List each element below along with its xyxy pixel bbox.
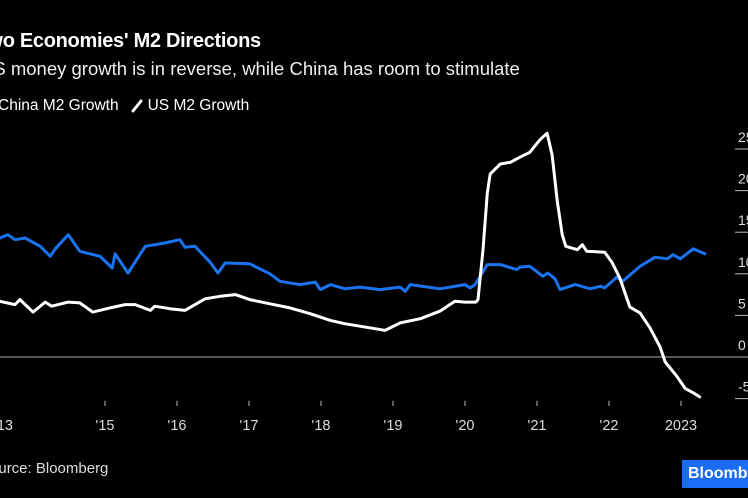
- us-m2-line: [0, 131, 702, 399]
- y-axis: 25 20 15 10 5 0 -5: [0, 129, 748, 400]
- chart-title: Two Economies' M2 Directions: [0, 30, 261, 52]
- y-tick-label: 20: [738, 171, 748, 187]
- legend-label-us: US M2 Growth: [147, 97, 250, 114]
- legend-label-china: China M2 Growth: [0, 97, 119, 114]
- x-tick-label: '19: [384, 418, 403, 434]
- chart-subtitle: US money growth is in reverse, while Chi…: [0, 58, 520, 79]
- y-tick-label: 15: [738, 212, 748, 228]
- source-note: Source: Bloomberg: [0, 460, 109, 477]
- y-tick-label: 25: [738, 129, 748, 145]
- legend-item-china: China M2 Growth: [0, 97, 119, 115]
- y-tick-label: 0: [738, 337, 746, 353]
- x-axis: 2013 '15 '16 '17 '18 '19 '20 '21 '22 2023: [0, 401, 697, 434]
- y-tick-label: 5: [738, 295, 746, 311]
- x-tick-label: 2013: [0, 418, 13, 434]
- x-tick-label: '20: [456, 418, 475, 434]
- x-tick-label: '22: [600, 418, 619, 434]
- x-tick-label: '15: [96, 418, 115, 434]
- us-line-icon: [131, 99, 143, 113]
- legend-item-us: US M2 Growth: [131, 97, 250, 115]
- y-tick-label: 10: [738, 254, 748, 270]
- china-m2-line: [0, 233, 707, 293]
- x-tick-label: '17: [240, 418, 259, 434]
- bloomberg-logo: Bloomberg: [682, 460, 748, 488]
- legend: China M2 Growth US M2 Growth: [0, 97, 261, 115]
- y-tick-label: -5: [738, 379, 748, 395]
- x-tick-label: '21: [528, 418, 547, 434]
- x-tick-label: 2023: [665, 418, 697, 434]
- series-lines: [0, 131, 707, 399]
- x-tick-label: '18: [312, 418, 331, 434]
- x-tick-label: '16: [168, 418, 187, 434]
